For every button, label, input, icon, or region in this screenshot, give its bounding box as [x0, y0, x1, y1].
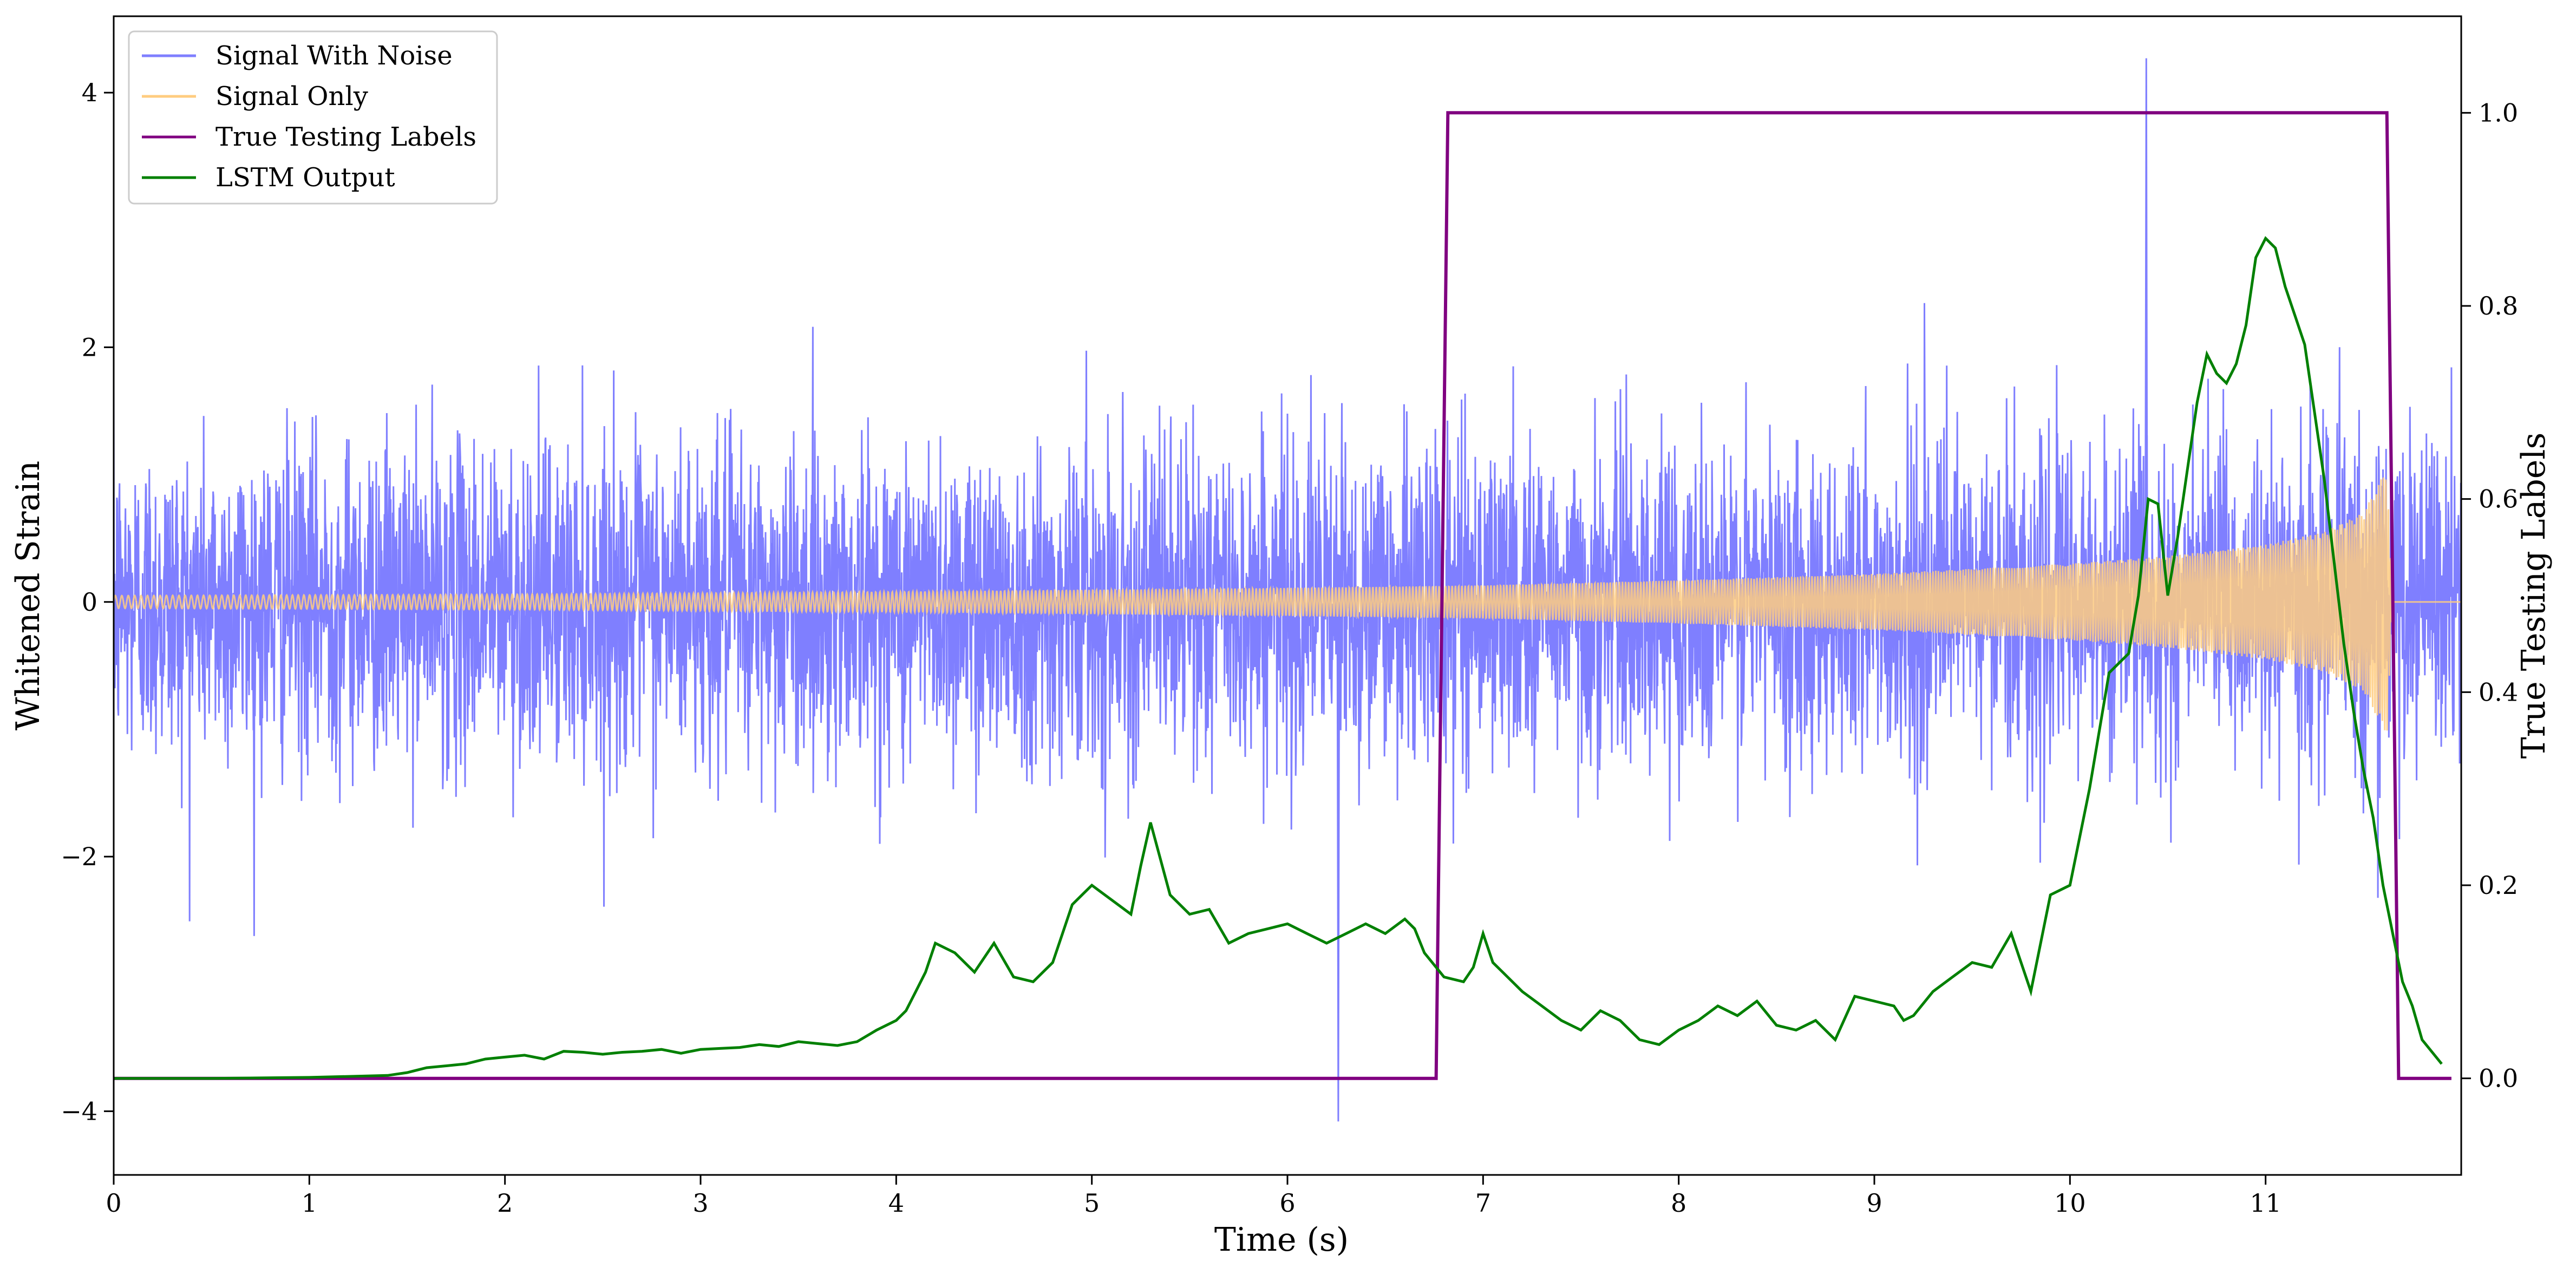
x-tick-label: 10: [2054, 1188, 2086, 1218]
signal-only-line: [113, 477, 2461, 731]
x-tick-label: 9: [1866, 1188, 1882, 1218]
y-left-tick-label: 2: [82, 332, 97, 362]
legend-label-signal-with-noise: Signal With Noise: [215, 41, 453, 71]
legend: Signal With Noise Signal Only True Testi…: [128, 30, 498, 205]
x-tick-label: 4: [888, 1188, 904, 1218]
y-axis-left-ticks: −4 −2 0 2 4: [61, 78, 114, 1126]
y-right-tick-label: 0.6: [2479, 485, 2518, 514]
y-right-tick-label: 0.8: [2479, 291, 2518, 321]
legend-box: [128, 30, 498, 205]
legend-label-true-testing-labels: True Testing Labels: [215, 122, 476, 152]
x-tick-label: 0: [106, 1188, 121, 1218]
x-tick-label: 7: [1475, 1188, 1491, 1218]
y-axis-right-ticks: 0.0 0.2 0.4 0.6 0.8 1.0: [2461, 98, 2518, 1093]
y-right-tick-label: 0.4: [2479, 677, 2518, 707]
y-axis-right-title: True Testing Labels: [2515, 433, 2553, 759]
lstm-output-series: [114, 236, 2443, 1080]
x-axis-title: Time (s): [1214, 1221, 1349, 1259]
legend-label-lstm-output: LSTM Output: [215, 162, 395, 193]
y-right-tick-label: 1.0: [2479, 98, 2518, 127]
legend-label-signal-only: Signal Only: [215, 81, 368, 112]
y-right-tick-label: 0.0: [2479, 1064, 2518, 1093]
x-tick-label: 2: [497, 1188, 513, 1218]
y-right-tick-label: 0.2: [2479, 871, 2518, 900]
x-tick-label: 3: [692, 1188, 708, 1218]
lstm-output-line: [114, 236, 2443, 1080]
x-tick-label: 1: [302, 1188, 317, 1218]
x-tick-label: 6: [1279, 1188, 1295, 1218]
true-testing-labels-line: [114, 111, 2451, 1080]
x-tick-label: 5: [1084, 1188, 1100, 1218]
signal-only-series: [113, 477, 2461, 731]
y-left-tick-label: −4: [61, 1096, 97, 1126]
y-left-tick-label: −2: [61, 842, 97, 871]
x-axis-ticks: 0 1 2 3 4 5 6 7 8 9 10 11: [106, 1175, 2281, 1218]
x-tick-label: 8: [1671, 1188, 1686, 1218]
true-testing-labels-series: [114, 111, 2451, 1080]
y-left-tick-label: 0: [82, 587, 97, 617]
y-axis-left-title: Whitened Strain: [9, 461, 47, 730]
y-left-tick-label: 4: [82, 78, 97, 107]
x-tick-label: 11: [2250, 1188, 2281, 1218]
